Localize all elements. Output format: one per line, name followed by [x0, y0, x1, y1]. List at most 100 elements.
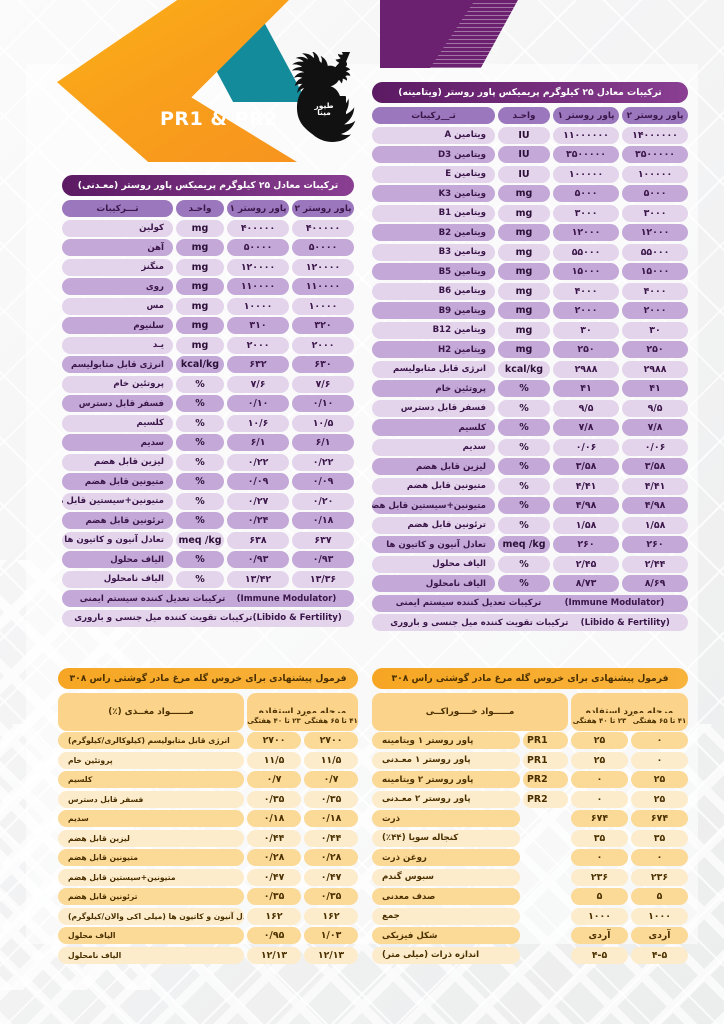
table-row: ۵۵۰۰۰ ۵۵۰۰۰ mg ویتامین B3 [372, 243, 688, 261]
feed-table-group-header-row: مرحله مورد استفاده مـــــواد خــــوراکــ… [372, 693, 688, 731]
cell-unit: % [498, 380, 550, 397]
table-row: ۰/۴۴ ۰/۴۴ لیزین قابل هضم [58, 829, 358, 847]
table-row: ۱۲۰۰۰۰ ۱۲۰۰۰۰ mg منگنز [62, 258, 354, 276]
cell-unit: mg [498, 321, 550, 339]
cell-power-rooster-1: ۶۳۸ [227, 531, 289, 549]
table-row: ۰/۹۳ ۰/۹۳% الیاف محلول [62, 551, 354, 568]
cell-compound-name: کلسیم [62, 414, 173, 432]
cell-41-65-weeks: ۱۶۲ [304, 907, 358, 925]
cell-41-65-weeks: ۲۵ [631, 790, 688, 808]
cell-unit: mg [498, 224, 550, 241]
cell-power-rooster-1: ۷/۶ [227, 375, 289, 393]
cell-compound-name: سدیم [372, 438, 495, 456]
cell-unit: % [498, 458, 550, 475]
cell-power-rooster-2: ۱۰۰۰۰ [292, 297, 354, 315]
cell-41-65-weeks: ۰/۱۸ [304, 810, 358, 827]
note-cell: (Libido & Fertility) ترکیبات تقویت کننده … [372, 614, 688, 631]
table-row: ۶۳۷ ۶۳۸ meq /kg تعادل آنیون و کاتیون ها [62, 531, 354, 549]
nutrient-table-subheader-row: ۴۱ تا ۶۵ هفتگی ۲۳ تا ۴۰ هفتگی [58, 712, 358, 730]
table-row: ۱۳/۳۶ ۱۳/۴۲% الیاف نامحلول [62, 570, 354, 588]
cell-23-40-weeks: ۱۲/۱۳ [247, 946, 301, 964]
table-row: ۰/۳۵ ۰/۳۵ فسفر قابل دسترس [58, 790, 358, 808]
table-row: ۲۷۰۰ ۲۷۰۰ انرژی قابل متابولیسم (کیلوکالری/… [58, 732, 358, 749]
cell-23-40-weeks: ۲۵ [571, 751, 628, 769]
table-row: ۱۰۰۰۰۰ ۱۰۰۰۰۰ IU ویتامین E [372, 165, 688, 183]
cell-power-rooster-2: ۶/۱ [292, 434, 354, 451]
cell-product-code [523, 849, 568, 866]
cell-unit: % [498, 497, 550, 514]
cell-power-rooster-2: ۲۰۰۰ [622, 302, 688, 319]
cell-compound-name: ویتامین B3 [372, 243, 495, 261]
cell-41-65-weeks: ۱۰۰۰ [631, 907, 688, 925]
cell-nutrient-name: متیونین+سیستین قابل هضم [58, 868, 244, 886]
cell-unit: mg [176, 219, 224, 237]
cell-unit: % [176, 395, 224, 412]
cell-unit: mg [176, 336, 224, 354]
cell-feed-name: کنجاله سویا (۴۴٪) [372, 829, 520, 847]
table-row: ۱۰/۵ ۱۰/۶% کلسیم [62, 414, 354, 432]
cell-nutrient-name: فسفر قابل دسترس [58, 790, 244, 808]
cell-23-40-weeks: ۶۷۴ [571, 810, 628, 827]
cell-power-rooster-1: ۵۰۰۰ [553, 185, 619, 202]
table-row: ۰/۰۹ ۰/۰۹% متیونین قابل هضم [62, 473, 354, 490]
table-row: ۰ ۲۵ PR1 پاور روستر ۱ ویتامینه [372, 732, 688, 749]
table-row: ۱۲۰۰۰ ۱۲۰۰۰ mg ویتامین B2 [372, 224, 688, 241]
cell-compound-name: ویتامین B2 [372, 224, 495, 241]
cell-power-rooster-2: ۱/۵۸ [622, 516, 688, 534]
cell-product-code [523, 908, 568, 925]
cell-compound-name: ویتامین B6 [372, 282, 495, 300]
cell-product-code [523, 947, 568, 964]
brand-logo: طیور مینا [277, 52, 373, 148]
cell-power-rooster-1: ۲۰۰۰ [553, 302, 619, 319]
table-row: ۲۰۰۰ ۲۰۰۰ mg یـد [62, 336, 354, 354]
cell-power-rooster-2: ۱۲۰۰۰۰ [292, 258, 354, 276]
cell-23-40-weeks: ۲۳۶ [571, 868, 628, 886]
note-english: (Immune Modulator) [564, 598, 665, 608]
cell-23-40-weeks: ۵ [571, 888, 628, 905]
cell-41-65-weeks: ۱۱/۵ [304, 751, 358, 769]
cell-power-rooster-1: ۹/۵ [553, 399, 619, 417]
cell-power-rooster-2: ۱۱۰۰۰۰ [292, 278, 354, 295]
column-header-power-rooster-2: پاور روستر ۲ [292, 200, 354, 217]
cell-23-40-weeks: ۰/۷ [247, 771, 301, 788]
cell-23-40-weeks: ۰/۹۵ [247, 927, 301, 944]
cell-41-65-weeks: آردی [631, 927, 688, 944]
cell-power-rooster-1: ۶۳۲ [227, 356, 289, 373]
table-row: ۲۵۰ ۲۵۰ mg ویتامین H2 [372, 341, 688, 358]
table-row: ۹/۵ ۹/۵% فسفر قابل دسترس [372, 399, 688, 417]
cell-compound-name: پروتئین خام [372, 380, 495, 397]
cell-power-rooster-1: ۴/۹۸ [553, 497, 619, 514]
cell-23-40-weeks: ۰ [571, 849, 628, 866]
note-english: (Libido & Fertility) [252, 613, 342, 623]
nutrient-values-table: فرمول پیشنهادی برای خروس گله مرغ مادر گو… [58, 668, 358, 966]
table-row: ۲۶۰ ۲۶۰ meq /kg تعادل آنیون و کاتیون ها [372, 536, 688, 553]
cell-power-rooster-1: ۴۱ [553, 380, 619, 397]
cell-unit: % [176, 453, 224, 471]
cell-unit: % [176, 492, 224, 510]
cell-power-rooster-2: ۳۰۰۰ [622, 204, 688, 222]
cell-product-code: PR1 [523, 751, 568, 769]
cell-41-65-weeks: ۲۳۶ [631, 868, 688, 886]
table-row: ۶/۱ ۶/۱% سدیم [62, 434, 354, 451]
cell-unit: % [176, 570, 224, 588]
table-row: ۰/۷ ۰/۷ کلسیم [58, 771, 358, 788]
cell-compound-name: کلسیم [372, 419, 495, 436]
subheader-41-65-weeks: ۴۱ تا ۶۵ هفتگی [304, 712, 358, 730]
logo-text-line2: مینا [317, 108, 331, 117]
table-row: ۴۱ ۴۱% پروتئین خام [372, 380, 688, 397]
cell-compound-name: الیاف نامحلول [62, 570, 173, 588]
cell-compound-name: سدیم [62, 434, 173, 451]
table-row: ۱۴۰۰۰۰۰۰ ۱۱۰۰۰۰۰۰ IU ویتامین A [372, 126, 688, 144]
column-header-power-rooster-2: پاور روستر ۲ [622, 107, 688, 124]
cell-unit: % [176, 512, 224, 529]
product-label: PR1 & PR2 [160, 108, 278, 130]
table-row: ۲۳۶ ۲۳۶ سبوس گندم [372, 868, 688, 886]
table-row: ۶۳۰ ۶۳۲ kcal/kg انرژی قابل متابولیسم [62, 356, 354, 373]
table-row: ۲۹۸۸ ۲۹۸۸ kcal/kg انرژی قابل متابولیسم [372, 360, 688, 378]
cell-product-code [523, 869, 568, 886]
cell-power-rooster-1: ۴۰۰۰ [553, 282, 619, 300]
cell-41-65-weeks: ۲۵ [631, 771, 688, 788]
table-note-row: (Immune Modulator) ترکیبات تعدیل کننده سی… [372, 594, 688, 612]
cell-power-rooster-1: ۲۰۰۰ [227, 336, 289, 354]
cell-compound-name: تعادل آنیون و کاتیون ها [62, 531, 173, 549]
